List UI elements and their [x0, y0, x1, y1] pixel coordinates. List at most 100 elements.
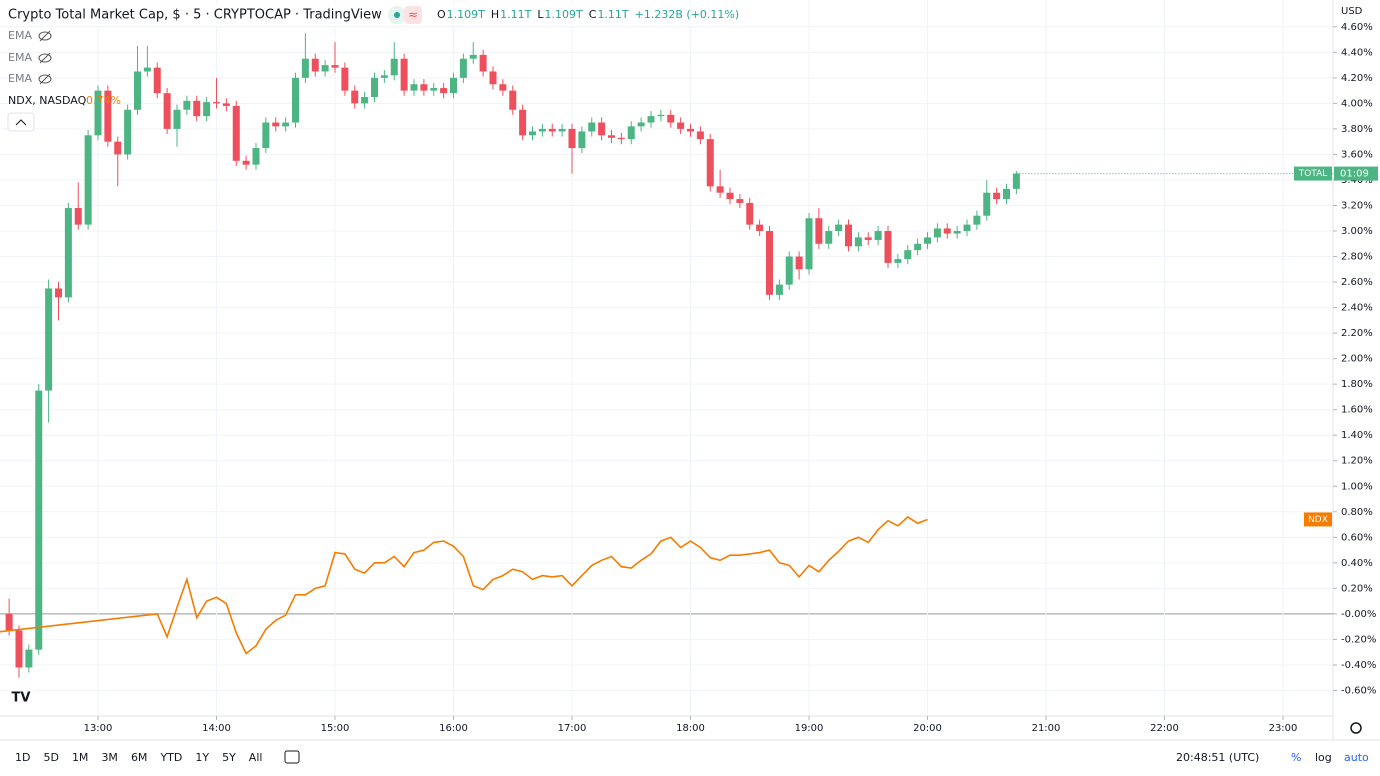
- candle-body: [232, 105, 240, 161]
- candle-body: [509, 90, 517, 110]
- candle-body: [558, 128, 566, 132]
- delay-glyph: ≈: [408, 8, 418, 22]
- candle-body: [134, 71, 141, 110]
- candle-body: [775, 284, 783, 295]
- candle-body: [84, 135, 92, 225]
- candle-body: [933, 228, 941, 238]
- candle-body: [706, 139, 714, 187]
- candle-body: [55, 288, 62, 298]
- y-tick-label: 3.00%: [1341, 226, 1373, 237]
- y-tick-label: 0.80%: [1341, 507, 1373, 518]
- range-button[interactable]: All: [249, 751, 263, 764]
- range-button[interactable]: 3M: [101, 751, 118, 764]
- x-tick-label: 20:00: [913, 723, 942, 734]
- option-button[interactable]: log: [1315, 751, 1332, 764]
- candle-body: [301, 58, 309, 78]
- candle-body: [469, 54, 477, 59]
- candle-body: [845, 224, 852, 247]
- ohlc-item: +1.232B (+0.11%): [635, 8, 740, 21]
- candle-body: [489, 71, 497, 85]
- candle-body: [420, 84, 428, 91]
- range-button[interactable]: YTD: [159, 751, 182, 764]
- candle-body: [15, 630, 23, 668]
- toolbar: 1D 5D 1M 3M 6M YTD 1Y 5Y All% log auto: [15, 751, 1369, 764]
- candle-body: [94, 90, 102, 136]
- y-tick-label: 3.80%: [1341, 124, 1373, 135]
- candle-body: [835, 224, 843, 232]
- settings-icon[interactable]: [1350, 722, 1362, 734]
- candle-body: [716, 186, 724, 193]
- candle-body: [124, 109, 132, 155]
- candle-body: [450, 77, 457, 94]
- candle-body: [341, 67, 349, 91]
- candle-body: [696, 131, 704, 140]
- date-range-icon[interactable]: [284, 750, 300, 764]
- x-tick-label: 21:00: [1032, 723, 1061, 734]
- option-button[interactable]: %: [1291, 751, 1301, 764]
- range-button[interactable]: 1Y: [195, 751, 209, 764]
- candle-body: [687, 128, 694, 132]
- candle-body: [213, 102, 220, 104]
- candle-body: [390, 58, 398, 76]
- candle-body: [667, 114, 675, 123]
- y-tick-label: 1.00%: [1341, 481, 1373, 492]
- candle-body: [114, 141, 122, 155]
- candle-body: [272, 122, 280, 127]
- ohlc-item: 1.11T: [500, 8, 531, 21]
- candle-body: [864, 237, 872, 240]
- candle-body: [568, 128, 576, 149]
- candle-body: [538, 128, 546, 132]
- candle-body: [677, 122, 685, 129]
- y-tick-label: 4.40%: [1341, 47, 1373, 58]
- y-tick-label: 1.20%: [1341, 456, 1373, 467]
- candle-body: [292, 77, 299, 123]
- candle-body: [74, 208, 82, 225]
- candle-body: [262, 122, 270, 149]
- y-tick-label: 0.40%: [1341, 558, 1373, 569]
- candle-body: [785, 256, 793, 285]
- candle-body: [410, 84, 418, 91]
- candle-body: [608, 135, 615, 138]
- y-tick-label: 2.60%: [1341, 277, 1373, 288]
- y-tick-label: 1.40%: [1341, 430, 1373, 441]
- range-button[interactable]: 6M: [131, 751, 148, 764]
- candle-body: [519, 109, 527, 136]
- option-button[interactable]: auto: [1344, 751, 1369, 764]
- last-label-bg: [1294, 166, 1332, 181]
- candle-body: [874, 231, 882, 240]
- candle-body: [143, 67, 151, 72]
- logo: TV: [12, 691, 31, 706]
- collapse-button[interactable]: [7, 112, 35, 132]
- x-tick-label: 15:00: [321, 723, 350, 734]
- candle-body: [529, 131, 536, 136]
- candle-body: [479, 54, 487, 72]
- range-button[interactable]: 5D: [43, 751, 58, 764]
- candle-body: [815, 218, 823, 244]
- candle-body: [854, 237, 862, 247]
- range-button[interactable]: 1M: [72, 751, 89, 764]
- y-tick-label: 1.80%: [1341, 379, 1373, 390]
- ohlc-item: 1.11T: [597, 8, 628, 21]
- candle-body: [1003, 188, 1010, 200]
- candle-body: [35, 390, 43, 650]
- candle-body: [924, 237, 931, 244]
- candle-body: [104, 90, 112, 142]
- range-button[interactable]: 1D: [15, 751, 30, 764]
- candle-body: [1012, 173, 1020, 189]
- overlay-label: NDX: [1308, 515, 1328, 525]
- candle-body: [657, 114, 665, 117]
- x-tick-label: 18:00: [676, 723, 705, 734]
- range-button[interactable]: 5Y: [222, 751, 236, 764]
- currency: USD: [1341, 6, 1363, 17]
- collapse-glyph: [15, 119, 27, 126]
- marks: [0, 33, 1333, 678]
- candle-body: [993, 192, 1001, 200]
- legend-bg: [0, 4, 720, 26]
- candle-body: [963, 224, 971, 232]
- candle-body: [5, 613, 13, 631]
- y-tick-label: 2.40%: [1341, 303, 1373, 314]
- overlay-line: [0, 515, 928, 655]
- candle-body: [331, 65, 339, 68]
- candle-body: [943, 228, 951, 234]
- candle-body: [400, 58, 408, 91]
